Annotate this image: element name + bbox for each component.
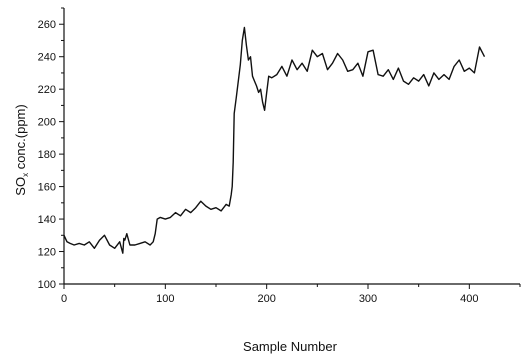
y-tick-label: 100 xyxy=(38,279,56,291)
y-tick-label: 200 xyxy=(38,117,56,129)
y-tick-label: 160 xyxy=(38,182,56,194)
y-axis-title-main: SO xyxy=(13,177,28,196)
y-tick-label: 260 xyxy=(38,19,56,31)
ticks: 100 120 140 160 180 200 220 240 260 0 100 200 300 400 xyxy=(38,7,521,305)
y-tick-label: 240 xyxy=(38,52,56,64)
x-tick-label: 200 xyxy=(257,293,275,305)
y-tick-label: 140 xyxy=(38,214,56,226)
series-line-0 xyxy=(63,26,486,254)
plot-area xyxy=(63,26,486,254)
y-axis-title-sub: x xyxy=(21,173,30,177)
y-tick-label: 220 xyxy=(38,84,56,96)
axes xyxy=(63,8,520,285)
x-tick-label: 300 xyxy=(359,293,377,305)
y-axis-title: SOx conc.(ppm) xyxy=(13,104,30,195)
x-tick-label: 400 xyxy=(460,293,478,305)
x-axis-title: Sample Number xyxy=(243,339,338,354)
y-tick-label: 120 xyxy=(38,247,56,259)
y-axis-title-rest: conc.(ppm) xyxy=(13,104,28,173)
y-tick-label: 180 xyxy=(38,149,56,161)
x-tick-label: 100 xyxy=(156,293,174,305)
x-tick-label: 0 xyxy=(61,293,67,305)
